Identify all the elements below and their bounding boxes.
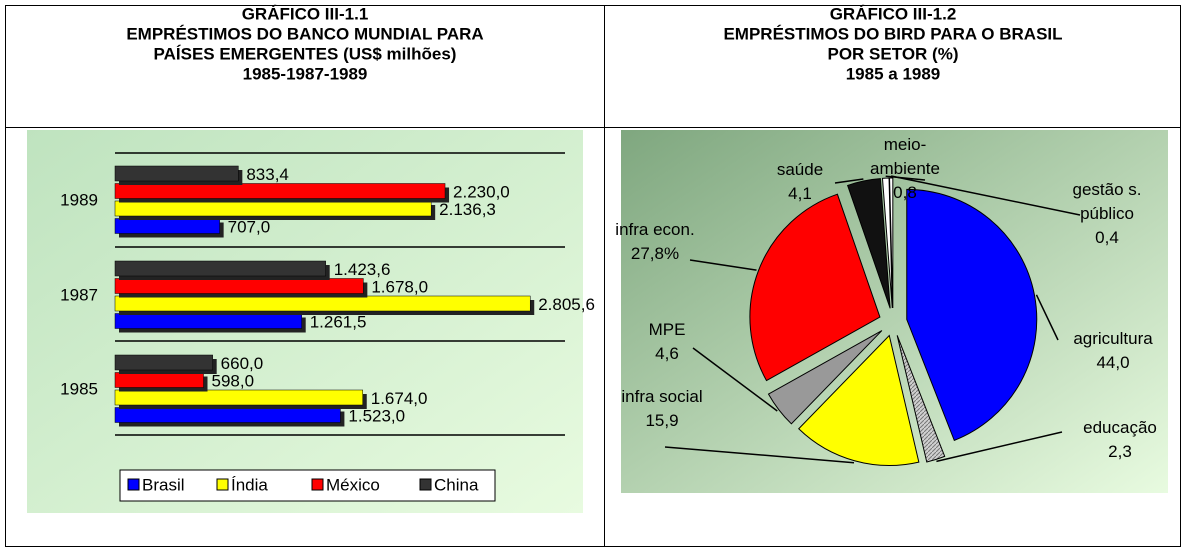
leader-line: [692, 347, 778, 412]
legend-swatch: [419, 478, 432, 491]
pie-label: meio-ambiente 0,8: [865, 133, 945, 205]
chart-title: PAÍSES EMERGENTES (US$ milhões): [154, 44, 457, 63]
pie-value: 2,3: [1108, 442, 1132, 461]
pie-slice: [846, 178, 891, 309]
legend-label: Brasil: [142, 475, 185, 494]
pie-slice: [906, 188, 1038, 442]
data-label: 2.805,6: [538, 295, 595, 314]
bar: [114, 260, 326, 277]
pie-label: gestão s. público 0,4: [1062, 178, 1152, 250]
bar: [114, 389, 364, 406]
leader-line: [664, 446, 855, 464]
pie-value: 27,8%: [630, 244, 680, 263]
pie-value: 15,9: [645, 411, 679, 430]
pie-category: infra social: [621, 387, 703, 406]
pie-slice: [896, 335, 946, 463]
data-label: 1.261,5: [310, 312, 367, 331]
legend-label: Índia: [231, 475, 268, 494]
leader-line: [936, 431, 1063, 463]
bar: [114, 278, 364, 294]
pie-category: infra econ.: [615, 220, 695, 239]
pie-slice: [749, 193, 881, 382]
legend-swatch: [311, 478, 324, 491]
legend-label: China: [434, 475, 479, 494]
pie-value: 0,4: [1095, 228, 1119, 247]
pie-label: infra econ. 27,8%: [600, 218, 710, 266]
bar: [114, 165, 239, 182]
data-label: 707,0: [228, 217, 271, 236]
leader-line: [1035, 294, 1059, 341]
pie-slice: [798, 334, 920, 466]
data-label: 1.523,0: [348, 406, 405, 425]
chart-title: GRÁFICO III-1.2: [830, 4, 957, 23]
pie-label: educação 2,3: [1070, 416, 1170, 464]
leader-line: [834, 178, 864, 184]
pie-label: MPE 4,6: [637, 318, 697, 366]
pie-category: agricultura: [1073, 329, 1153, 348]
y-tick-label: 1989: [60, 190, 98, 209]
pie-category: meio-ambiente: [870, 135, 940, 178]
data-label: 1.674,0: [371, 389, 428, 408]
pie-value: 4,6: [655, 344, 679, 363]
data-label: 833,4: [246, 165, 289, 184]
data-label: 598,0: [212, 371, 255, 390]
pie-label: infra social 15,9: [607, 385, 717, 433]
y-tick-label: 1985: [60, 379, 98, 398]
pie-slice: [767, 330, 883, 425]
legend-swatch: [216, 478, 229, 491]
pie-value: 44,0: [1096, 353, 1130, 372]
legend-swatch: [127, 478, 140, 491]
chart-title: POR SETOR (%): [828, 44, 959, 63]
frame: [5, 5, 1181, 547]
legend-label: México: [326, 475, 380, 494]
y-tick-label: 1987: [60, 285, 98, 304]
bar: [114, 407, 341, 423]
pie-category: educação: [1083, 418, 1157, 437]
data-label: 1.423,6: [334, 260, 391, 279]
chart-title: 1985 a 1989: [846, 64, 941, 83]
bar: [114, 200, 432, 217]
chart-title: EMPRÉSTIMOS DO BANCO MUNDIAL PARA: [126, 24, 483, 43]
pie-slice: [881, 177, 893, 309]
pie-category: gestão s. público: [1072, 180, 1142, 223]
bar: [114, 354, 213, 371]
pie-category: MPE: [648, 320, 686, 339]
pie-label: agricultura 44,0: [1053, 327, 1173, 375]
leader-line: [891, 175, 1081, 216]
bar: [114, 372, 204, 388]
bar: [114, 313, 302, 329]
data-label: 2.230,0: [453, 182, 510, 201]
legend-box: [119, 469, 496, 502]
pie-slice: [889, 177, 894, 309]
pie-value: 0,8: [893, 183, 917, 202]
chart-title: EMPRÉSTIMOS DO BIRD PARA O BRASIL: [723, 24, 1062, 43]
bar: [114, 218, 220, 234]
bar: [114, 183, 446, 199]
leader-line: [689, 259, 757, 271]
data-label: 660,0: [221, 354, 264, 373]
pie-value: 4,1: [788, 184, 812, 203]
data-label: 1.678,0: [371, 277, 428, 296]
pie-label: saúde 4,1: [770, 158, 830, 206]
data-label: 2.136,3: [439, 200, 496, 219]
pie-category: saúde: [776, 160, 824, 179]
chart-title: 1985-1987-1989: [243, 64, 368, 83]
bar: [114, 295, 531, 312]
chart-title: GRÁFICO III-1.1: [242, 4, 369, 23]
